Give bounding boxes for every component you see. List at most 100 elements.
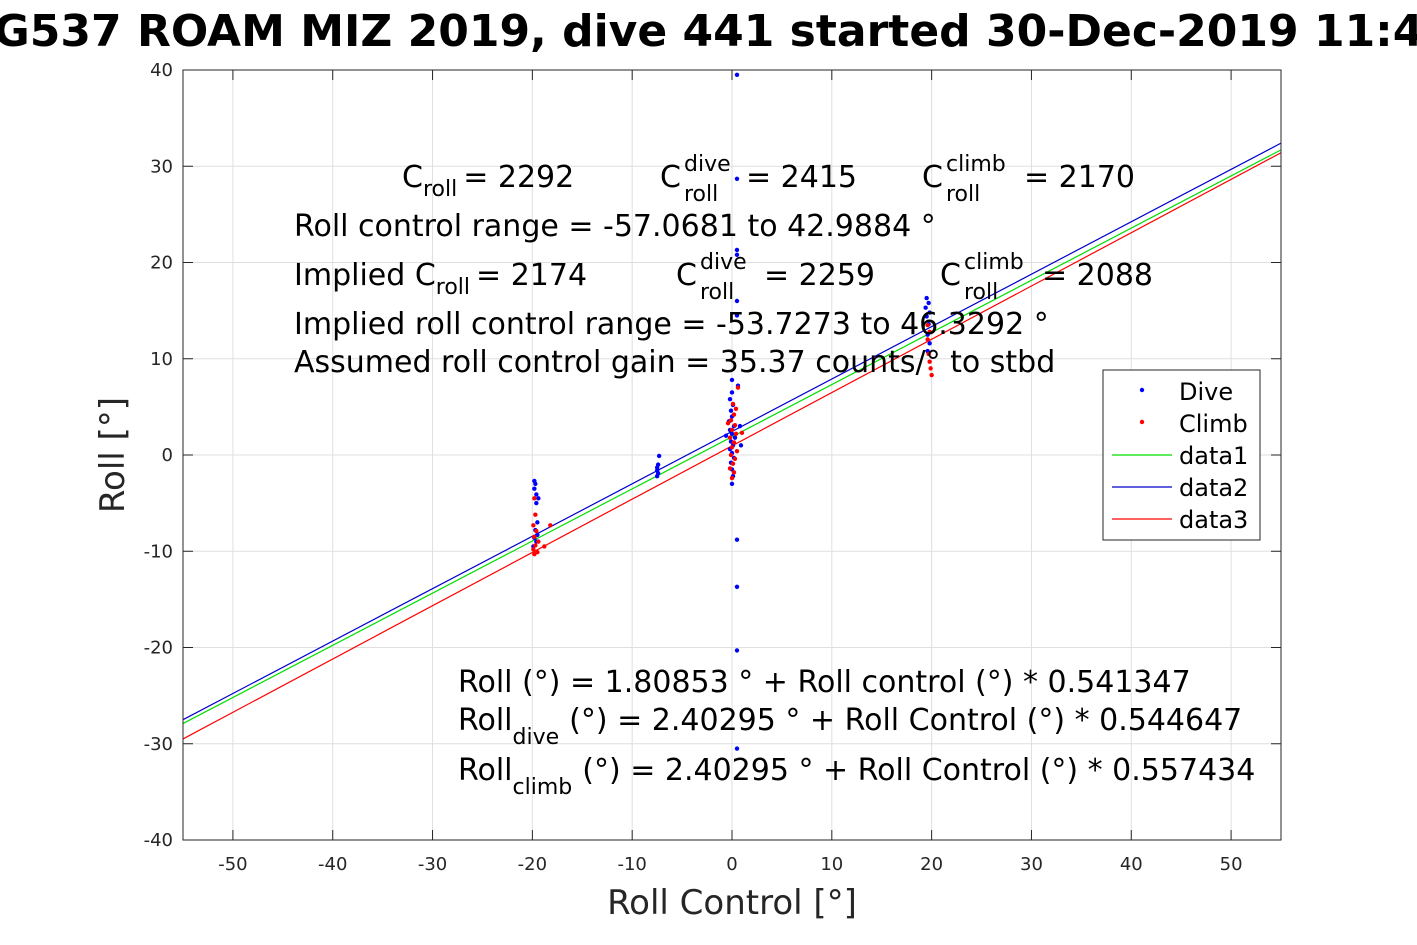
climb-point — [729, 475, 735, 481]
climb-point — [730, 461, 736, 466]
legend-label: data1 — [1179, 442, 1248, 470]
c-symbol: C — [940, 258, 961, 293]
dive-point — [534, 500, 539, 506]
dive-point — [729, 390, 735, 395]
climb-point — [739, 430, 745, 436]
dive-point — [536, 496, 541, 501]
fit-climb: (°) = 2.40295 ° + Roll Control (°) * 0.5… — [582, 753, 1255, 788]
dive-point — [723, 433, 729, 438]
climb-point — [925, 337, 930, 342]
dive-point — [734, 537, 740, 542]
climb-superscript: climb — [946, 152, 1006, 177]
dive-point — [734, 648, 740, 653]
x-tick-label: 40 — [1120, 854, 1143, 875]
dive-point — [923, 305, 928, 310]
dive-point — [926, 300, 931, 306]
climb-point — [725, 421, 731, 426]
c-roll-value: = 2292 — [463, 160, 574, 195]
climb-point — [532, 534, 537, 540]
roll-subscript: roll — [423, 177, 457, 202]
climb-point — [531, 523, 536, 528]
climb-point — [728, 452, 734, 458]
climb-subscript: climb — [513, 775, 573, 800]
roll-subscript: roll — [946, 182, 980, 207]
legend-label: Climb — [1179, 410, 1248, 438]
climb-point — [727, 435, 733, 440]
y-tick-label: -10 — [144, 541, 173, 562]
y-tick-label: -20 — [144, 638, 173, 659]
dive-point — [727, 396, 733, 402]
x-tick-label: 30 — [1020, 854, 1043, 875]
dive-point — [533, 481, 538, 487]
x-tick-label: 50 — [1220, 854, 1243, 875]
dive-point — [734, 746, 740, 751]
svg-text:Rollclimb(°) = 2.40295 ° + Rol: Rollclimb (°) = 2.40295 ° + Roll Control … — [458, 753, 1255, 800]
x-tick-label: -30 — [418, 854, 447, 875]
c-symbol: C — [676, 258, 697, 293]
fit-all: Roll (°) = 1.80853 ° + Roll control (°) … — [458, 665, 1191, 700]
dive-point — [734, 247, 740, 253]
climb-point — [733, 431, 739, 437]
climb-point — [735, 385, 741, 390]
dive-point — [534, 492, 539, 497]
y-tick-label: 30 — [150, 156, 173, 177]
climb-point — [534, 528, 539, 534]
fit-line-data1 — [182, 149, 1282, 725]
dive-superscript: dive — [700, 250, 747, 275]
roll-control-range: Roll control range = -57.0681 to 42.9884… — [294, 209, 936, 244]
y-tick-label: 0 — [162, 445, 173, 466]
climb-point — [731, 440, 737, 445]
legend-marker-climb — [1139, 419, 1145, 425]
implied-c-dive-value: = 2259 — [764, 258, 875, 293]
dive-subscript: dive — [513, 725, 560, 750]
climb-point — [928, 366, 933, 371]
dive-point — [532, 486, 537, 491]
climb-point — [731, 470, 737, 475]
climb-point — [929, 372, 934, 378]
legend-label: data2 — [1179, 474, 1248, 502]
y-tick-label: 10 — [150, 349, 173, 370]
dive-point — [729, 377, 735, 383]
c-symbol: C — [660, 160, 681, 195]
y-tick-label: 40 — [150, 60, 173, 81]
climb-point — [548, 523, 553, 528]
assumed-gain: Assumed roll control gain = 35.37 counts… — [294, 345, 1055, 380]
climb-point — [734, 448, 740, 454]
data-points — [531, 72, 934, 751]
legend: Dive Climb data1 data2 data3 — [1102, 369, 1261, 541]
climb-point — [727, 466, 733, 471]
svg-text:Rolldive(°) = 2.40295 ° + Roll: Rolldive (°) = 2.40295 ° + Roll Control (… — [458, 703, 1242, 750]
dive-point — [734, 584, 740, 590]
dive-point — [927, 310, 932, 315]
dive-point — [734, 298, 740, 304]
chart-title: SG537 ROAM MIZ 2019, dive 441 started 30… — [0, 6, 1417, 57]
climb-point — [732, 422, 738, 428]
dive-point — [656, 453, 662, 459]
annotation-bottom: Roll (°) = 1.80853 ° + Roll control (°) … — [458, 665, 1255, 800]
dive-point — [734, 72, 740, 78]
axis-ticks: -50 -40 -30 -20 -10 0 10 20 30 40 50 -40 -30 -20 -10 0 1… — [144, 60, 1281, 875]
y-tick-label: -30 — [144, 734, 173, 755]
climb-point — [927, 329, 932, 334]
climb-point — [733, 406, 739, 411]
y-tick-label: 20 — [150, 253, 173, 274]
roll-subscript: roll — [700, 280, 734, 305]
roll-symbol: Roll — [458, 703, 513, 738]
dive-point — [732, 435, 738, 440]
y-tick-label: -40 — [144, 830, 173, 851]
dive-point — [535, 520, 540, 525]
climb-point — [536, 539, 541, 544]
roll-subscript: roll — [964, 280, 998, 305]
climb-point — [728, 418, 734, 423]
legend-label: data3 — [1179, 506, 1248, 534]
y-axis-label: Roll [°] — [93, 397, 133, 513]
x-tick-label: 10 — [820, 854, 843, 875]
climb-point — [531, 547, 536, 552]
c-dive-value: = 2415 — [746, 160, 857, 195]
